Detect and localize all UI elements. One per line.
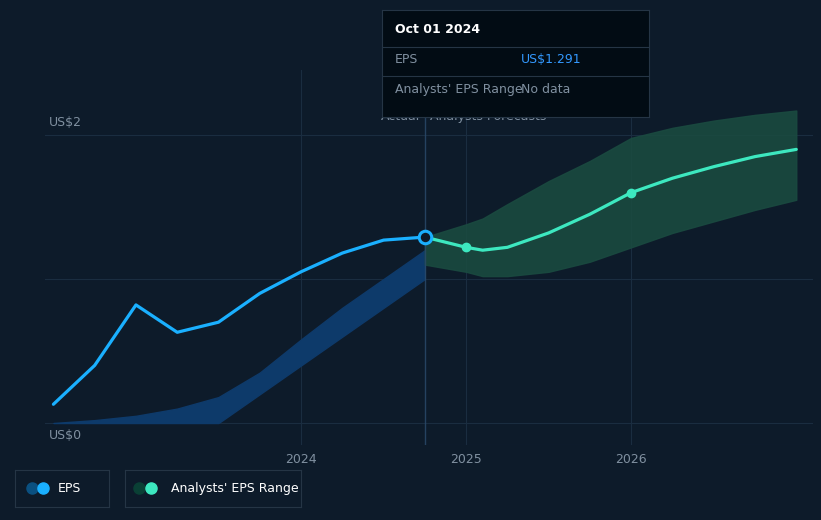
Text: US$0: US$0	[48, 429, 81, 442]
Text: Analysts Forecasts: Analysts Forecasts	[430, 110, 546, 123]
Text: No data: No data	[521, 83, 570, 96]
Text: EPS: EPS	[395, 53, 419, 66]
Text: US$1.291: US$1.291	[521, 53, 581, 66]
Text: Analysts' EPS Range: Analysts' EPS Range	[395, 83, 523, 96]
Text: Actual: Actual	[381, 110, 420, 123]
Text: Analysts' EPS Range: Analysts' EPS Range	[171, 482, 298, 495]
Text: EPS: EPS	[57, 482, 80, 495]
Text: Oct 01 2024: Oct 01 2024	[395, 23, 480, 36]
Text: US$2: US$2	[48, 116, 81, 129]
